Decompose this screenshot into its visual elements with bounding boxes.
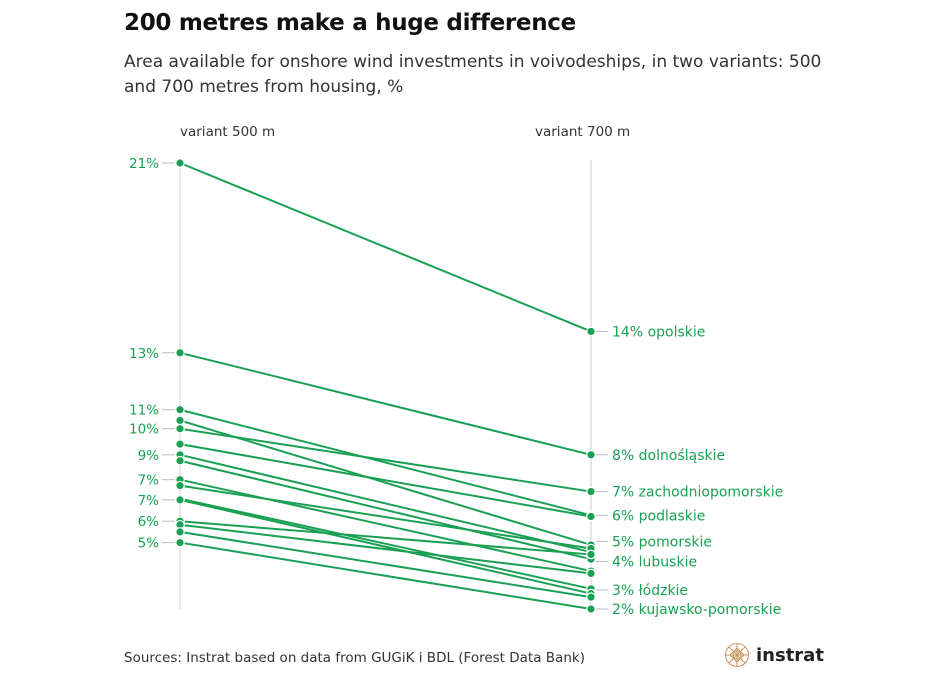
series-end-label: 14% opolskie — [612, 324, 705, 340]
series-line — [179, 498, 592, 595]
series-line — [179, 541, 592, 610]
point-500m — [175, 527, 185, 537]
series-line — [179, 459, 592, 561]
tick-label: 11% — [129, 403, 159, 419]
point-700m — [586, 604, 596, 614]
series-line — [179, 523, 592, 575]
series-line — [179, 497, 592, 590]
series-line — [179, 351, 592, 456]
tick-label: 5% — [138, 536, 160, 552]
point-700m — [586, 511, 596, 522]
left-tick-labels: 21% 13% 11% 10% 9% 7% 7% 6% 5% — [129, 156, 175, 552]
series-end-label: 4% lubuskie — [612, 555, 697, 571]
series-line — [179, 453, 592, 554]
point-500m — [175, 423, 185, 434]
point-500m — [175, 439, 185, 449]
series-line — [179, 484, 592, 550]
point-700m — [586, 549, 596, 560]
series-line — [179, 478, 592, 573]
point-500m — [175, 347, 185, 358]
series-lines — [179, 162, 592, 610]
slope-chart: variant 500 m variant 700 m 21% 13% 11% 10%… — [129, 124, 783, 618]
series-line — [179, 408, 592, 517]
point-700m — [586, 592, 596, 602]
series-line — [179, 520, 592, 556]
point-700m — [586, 449, 596, 460]
source-note: Sources: Instrat based on data from GUGi… — [124, 650, 585, 666]
point-500m — [175, 404, 185, 415]
chart-subtitle: Area available for onshore wind investme… — [124, 52, 822, 97]
point-500m — [175, 158, 185, 168]
series-line — [179, 419, 592, 546]
series-end-label: 5% pomorskie — [612, 534, 712, 550]
brand: instrat — [724, 642, 824, 668]
series-line — [179, 162, 592, 333]
series-end-label: 3% łódzkie — [612, 583, 688, 599]
point-700m — [586, 568, 596, 579]
series-line — [179, 427, 592, 493]
point-700m — [586, 326, 596, 337]
series-end-label: 7% zachodniopomorskie — [612, 485, 783, 501]
point-500m — [175, 495, 185, 505]
tick-label: 6% — [138, 514, 160, 530]
tick-label: 9% — [138, 448, 160, 464]
instrat-logo-icon — [724, 642, 750, 668]
series-points — [175, 158, 596, 614]
tick-label: 7% — [138, 493, 160, 509]
series-end-label: 2% kujawsko-pomorskie — [612, 602, 781, 618]
point-500m — [175, 480, 185, 491]
series-line — [179, 443, 592, 518]
tick-label: 21% — [129, 156, 159, 172]
point-700m — [586, 486, 596, 497]
tick-label: 13% — [129, 346, 159, 362]
right-labels: 14% opolskie 8% dolnośląskie 7% zachodniop… — [596, 324, 783, 618]
series-line — [179, 530, 592, 599]
tick-label: 10% — [129, 422, 159, 438]
axis-header-700m: variant 700 m — [535, 124, 630, 140]
tick-label: 7% — [138, 473, 160, 489]
axis-header-500m: variant 500 m — [180, 124, 275, 140]
point-500m — [175, 537, 185, 548]
point-500m — [175, 415, 185, 426]
chart-title: 200 metres make a huge difference — [124, 10, 576, 36]
series-end-label: 6% podlaskie — [612, 508, 705, 524]
series-end-label: 8% dolnośląskie — [612, 448, 725, 464]
brand-name: instrat — [756, 644, 824, 666]
point-500m — [175, 455, 185, 466]
